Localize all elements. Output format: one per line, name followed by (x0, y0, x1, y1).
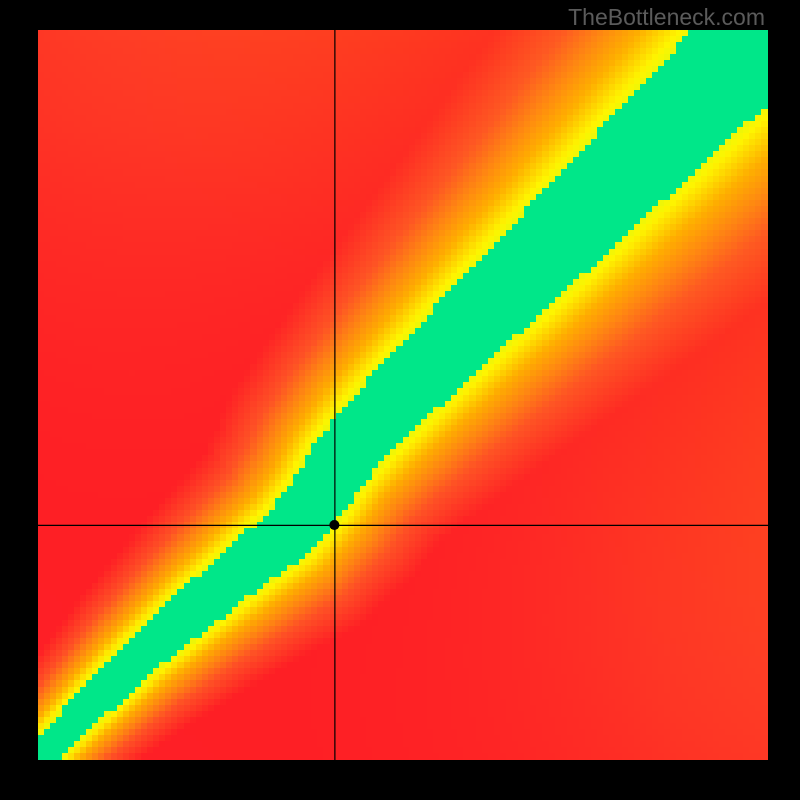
watermark-text: TheBottleneck.com (568, 4, 765, 31)
chart-container: TheBottleneck.com (0, 0, 800, 800)
crosshair-overlay (38, 30, 768, 760)
